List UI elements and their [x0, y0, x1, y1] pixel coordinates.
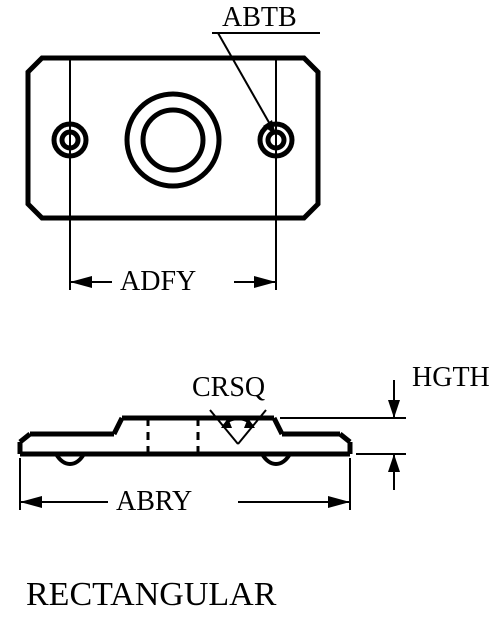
abry-label: ABRY: [116, 486, 192, 518]
adfy-arrow-right-head: [254, 276, 276, 288]
abtb-label: ABTB: [222, 2, 297, 34]
title-label: RECTANGULAR: [26, 576, 276, 614]
hgth-label: HGTH: [412, 362, 490, 394]
abtb-leader: [218, 33, 271, 126]
adfy-label: ADFY: [120, 266, 196, 298]
crsq-label: CRSQ: [192, 372, 265, 404]
adfy-arrow-left-head: [70, 276, 92, 288]
center-hole-inner: [143, 110, 203, 170]
plate-outline: [28, 58, 318, 218]
top-view-drawing: [0, 0, 502, 320]
